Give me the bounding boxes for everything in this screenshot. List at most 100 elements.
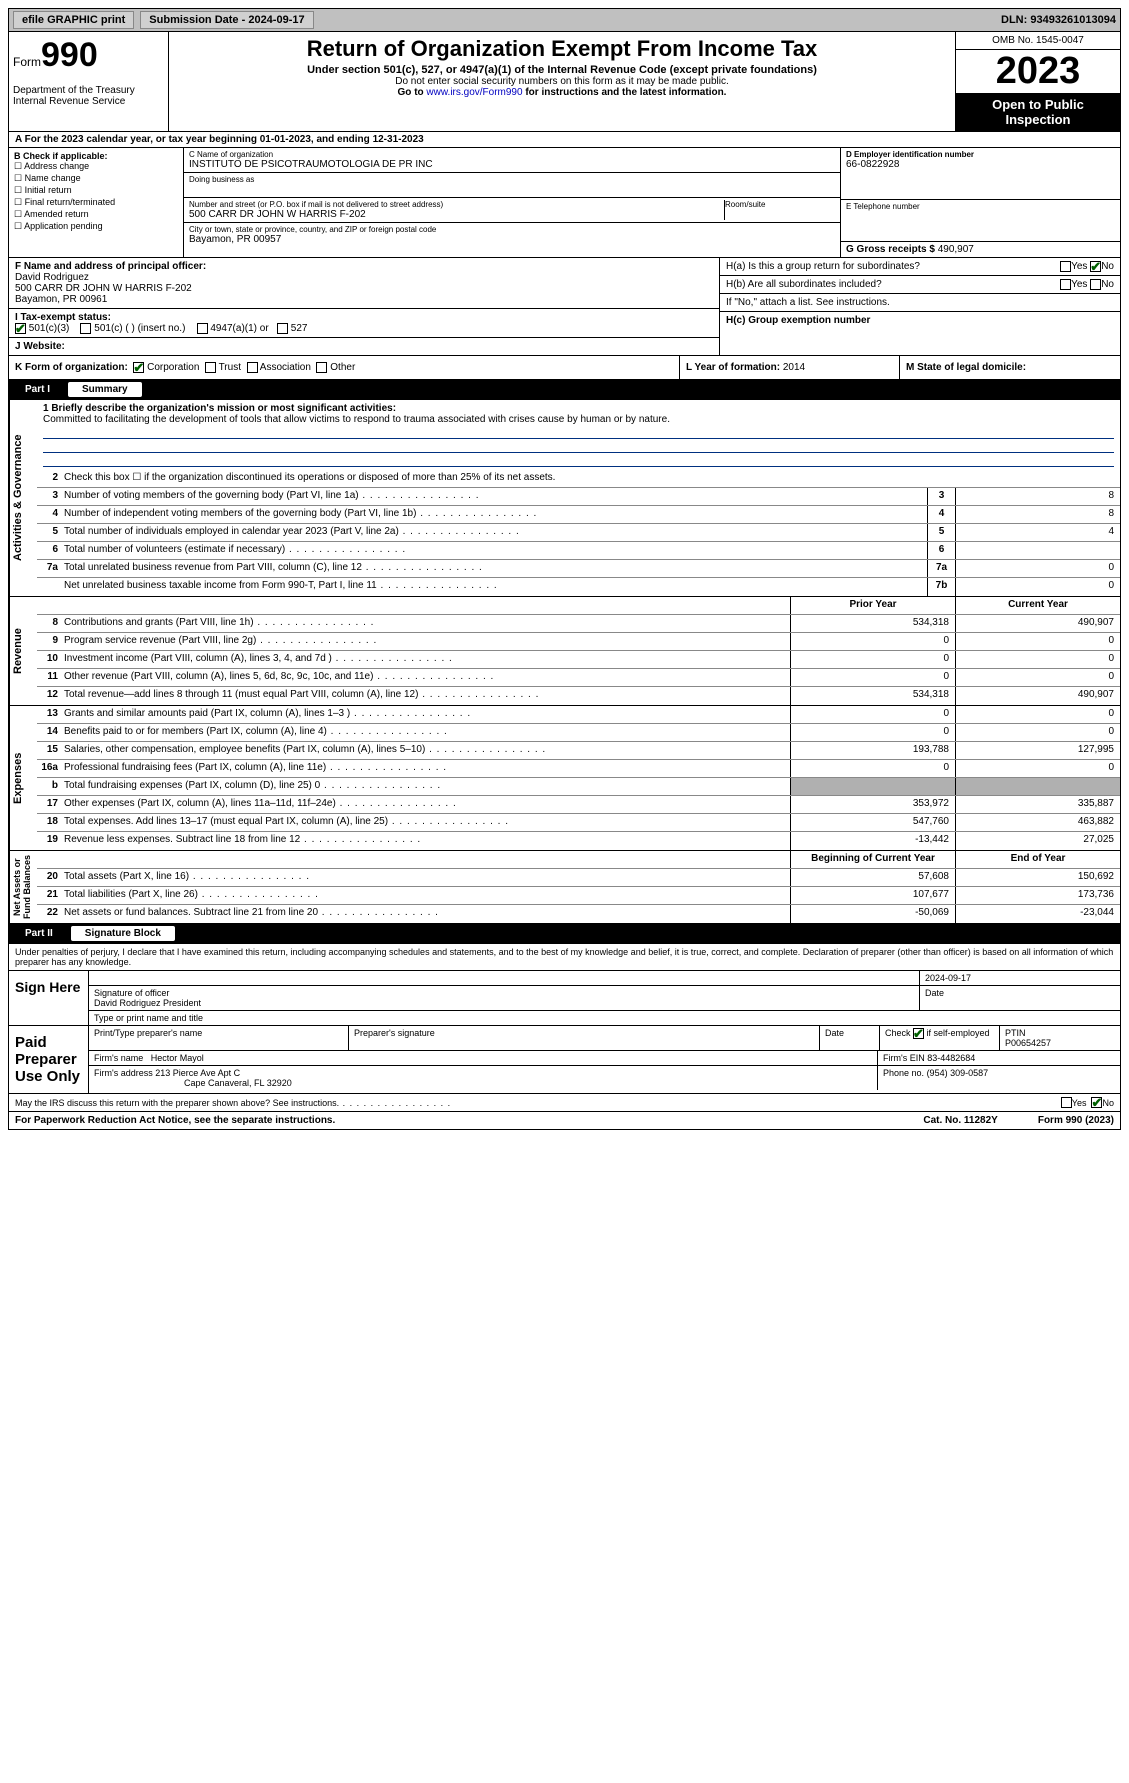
table-row: 22Net assets or fund balances. Subtract … (37, 905, 1120, 923)
cb-501c3[interactable] (15, 323, 26, 334)
cb-4947[interactable] (197, 323, 208, 334)
net-header: Beginning of Current YearEnd of Year (37, 851, 1120, 869)
prep-date-label: Date (820, 1026, 880, 1050)
form-990-page: efile GRAPHIC print Submission Date - 20… (0, 0, 1129, 1138)
table-row: 20Total assets (Part X, line 16)57,60815… (37, 869, 1120, 887)
cb-final-return[interactable]: ☐ Final return/terminated (14, 197, 178, 208)
line-i: I Tax-exempt status: 501(c)(3) 501(c) ( … (9, 309, 719, 338)
header-left: Form990 Department of the Treasury Inter… (9, 32, 169, 131)
page-footer: For Paperwork Reduction Act Notice, see … (8, 1112, 1121, 1130)
firm-name: Hector Mayol (151, 1053, 204, 1063)
efile-print-button[interactable]: efile GRAPHIC print (13, 11, 134, 29)
department-label: Department of the Treasury Internal Reve… (13, 85, 164, 107)
dba-label: Doing business as (189, 175, 835, 184)
cb-ha-yes[interactable] (1060, 261, 1071, 272)
gov-row: 6Total number of volunteers (estimate if… (37, 542, 1120, 560)
line-a: A For the 2023 calendar year, or tax yea… (8, 132, 1121, 148)
cb-self-employed[interactable] (913, 1028, 924, 1039)
c-label: C Name of organization (189, 150, 835, 159)
cb-other[interactable] (316, 362, 327, 373)
side-revenue: Revenue (9, 597, 37, 705)
subdate-label: Submission Date - (149, 14, 248, 26)
section-net: Net Assets or Fund Balances Beginning of… (8, 851, 1121, 924)
cb-trust[interactable] (205, 362, 216, 373)
mission-text: Committed to facilitating the developmen… (43, 414, 670, 425)
line-f: F Name and address of principal officer:… (9, 258, 719, 309)
part1-name: Summary (68, 382, 142, 397)
line-2: 2Check this box ☐ if the organization di… (37, 470, 1120, 488)
type-name-label: Type or print name and title (89, 1011, 1120, 1025)
top-bar: efile GRAPHIC print Submission Date - 20… (8, 8, 1121, 32)
open-to-public: Open to Public Inspection (956, 93, 1120, 131)
part1-header: Part I Summary (8, 380, 1121, 400)
fij-left: F Name and address of principal officer:… (9, 258, 720, 355)
g-label: G Gross receipts $ (846, 244, 938, 255)
cb-discuss-no[interactable] (1091, 1097, 1102, 1108)
room-label: Room/suite (725, 200, 835, 209)
h-block: H(a) Is this a group return for subordin… (720, 258, 1120, 355)
sig-officer-label: Signature of officer (94, 988, 169, 998)
table-row: 14Benefits paid to or for members (Part … (37, 724, 1120, 742)
city-value: Bayamon, PR 00957 (189, 234, 835, 245)
part2-header: Part II Signature Block (8, 924, 1121, 944)
line-j: J Website: (9, 338, 719, 355)
table-row: bTotal fundraising expenses (Part IX, co… (37, 778, 1120, 796)
table-row: 9Program service revenue (Part VIII, lin… (37, 633, 1120, 651)
header-middle: Return of Organization Exempt From Incom… (169, 32, 955, 131)
phone-value: (954) 309-0587 (927, 1068, 989, 1078)
firm-ein: 83-4482684 (927, 1053, 975, 1063)
subtitle-1: Under section 501(c), 527, or 4947(a)(1)… (175, 64, 949, 76)
side-net: Net Assets or Fund Balances (9, 851, 37, 923)
side-expenses: Expenses (9, 706, 37, 850)
city-label: City or town, state or province, country… (189, 225, 835, 234)
e-label: E Telephone number (846, 202, 1115, 211)
irs-link[interactable]: www.irs.gov/Form990 (426, 87, 522, 98)
line-k: K Form of organization: Corporation Trus… (9, 356, 680, 379)
cb-ha-no[interactable] (1090, 261, 1101, 272)
form-header: Form990 Department of the Treasury Inter… (8, 32, 1121, 132)
ptin-value: P00654257 (1005, 1038, 1051, 1048)
cb-assoc[interactable] (247, 362, 258, 373)
cb-discuss-yes[interactable] (1061, 1097, 1072, 1108)
cb-application-pending[interactable]: ☐ Application pending (14, 221, 178, 232)
gov-row: 4Number of independent voting members of… (37, 506, 1120, 524)
cb-corp[interactable] (133, 362, 144, 373)
check-self-employed: Check if self-employed (880, 1026, 1000, 1050)
firm-name-label: Firm's name (94, 1053, 143, 1063)
line-m: M State of legal domicile: (900, 356, 1120, 379)
table-row: 17Other expenses (Part IX, column (A), l… (37, 796, 1120, 814)
ein-value: 66-0822928 (846, 159, 1115, 170)
column-b: B Check if applicable: ☐ Address change … (9, 148, 184, 257)
sign-here-block: Sign Here 2024-09-17 Signature of office… (8, 971, 1121, 1026)
cb-527[interactable] (277, 323, 288, 334)
section-klm: K Form of organization: Corporation Trus… (8, 356, 1121, 380)
part1-label: Part I (15, 382, 60, 397)
table-row: 15Salaries, other compensation, employee… (37, 742, 1120, 760)
column-c: C Name of organizationINSTITUTO DE PSICO… (184, 148, 840, 257)
gov-row: 7aTotal unrelated business revenue from … (37, 560, 1120, 578)
cb-hb-no[interactable] (1090, 279, 1101, 290)
cb-address-change[interactable]: ☐ Address change (14, 161, 178, 172)
table-row: 8Contributions and grants (Part VIII, li… (37, 615, 1120, 633)
submission-date-button[interactable]: Submission Date - 2024-09-17 (140, 11, 313, 29)
tax-year: 2023 (956, 50, 1120, 93)
subtitle-3: Go to www.irs.gov/Form990 for instructio… (175, 87, 949, 98)
table-row: 12Total revenue—add lines 8 through 11 (… (37, 687, 1120, 705)
line-l: L Year of formation: 2014 (680, 356, 900, 379)
h-a: H(a) Is this a group return for subordin… (720, 258, 1120, 276)
cb-501c[interactable] (80, 323, 91, 334)
gov-row: 3Number of voting members of the governi… (37, 488, 1120, 506)
part2-label: Part II (15, 926, 63, 941)
table-row: 13Grants and similar amounts paid (Part … (37, 706, 1120, 724)
table-row: 18Total expenses. Add lines 13–17 (must … (37, 814, 1120, 832)
cb-initial-return[interactable]: ☐ Initial return (14, 185, 178, 196)
sign-date: 2024-09-17 (920, 971, 1120, 985)
cb-name-change[interactable]: ☐ Name change (14, 173, 178, 184)
cb-amended-return[interactable]: ☐ Amended return (14, 209, 178, 220)
table-row: 16aProfessional fundraising fees (Part I… (37, 760, 1120, 778)
table-row: 19Revenue less expenses. Subtract line 1… (37, 832, 1120, 850)
subtitle-2: Do not enter social security numbers on … (175, 76, 949, 87)
paid-preparer-label: Paid Preparer Use Only (9, 1026, 89, 1093)
cb-hb-yes[interactable] (1060, 279, 1071, 290)
omb-number: OMB No. 1545-0047 (956, 32, 1120, 50)
